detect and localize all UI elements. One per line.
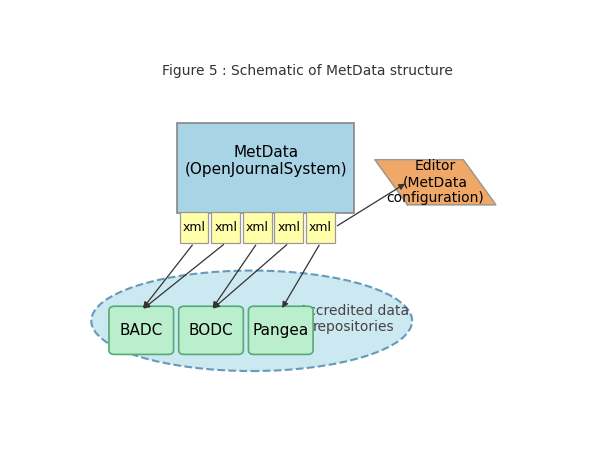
Text: Accredited data
repositories: Accredited data repositories <box>299 304 409 334</box>
Text: Pangea: Pangea <box>253 323 309 338</box>
FancyBboxPatch shape <box>179 306 244 355</box>
Text: xml: xml <box>214 221 237 234</box>
FancyBboxPatch shape <box>178 123 354 213</box>
FancyBboxPatch shape <box>179 212 208 243</box>
Ellipse shape <box>91 270 412 371</box>
FancyBboxPatch shape <box>248 306 313 355</box>
FancyBboxPatch shape <box>109 306 173 355</box>
FancyBboxPatch shape <box>274 212 304 243</box>
Text: Figure 5 : Schematic of MetData structure: Figure 5 : Schematic of MetData structur… <box>162 64 453 78</box>
Text: Editor
(MetData
configuration): Editor (MetData configuration) <box>386 159 484 205</box>
FancyBboxPatch shape <box>211 212 240 243</box>
Text: BADC: BADC <box>119 323 163 338</box>
FancyBboxPatch shape <box>243 212 272 243</box>
Text: BODC: BODC <box>188 323 233 338</box>
Text: MetData
(OpenJournalSystem): MetData (OpenJournalSystem) <box>184 145 347 177</box>
Polygon shape <box>375 160 496 205</box>
Text: xml: xml <box>277 221 301 234</box>
Text: xml: xml <box>246 221 269 234</box>
Text: xml: xml <box>309 221 332 234</box>
FancyBboxPatch shape <box>306 212 335 243</box>
Text: xml: xml <box>182 221 206 234</box>
